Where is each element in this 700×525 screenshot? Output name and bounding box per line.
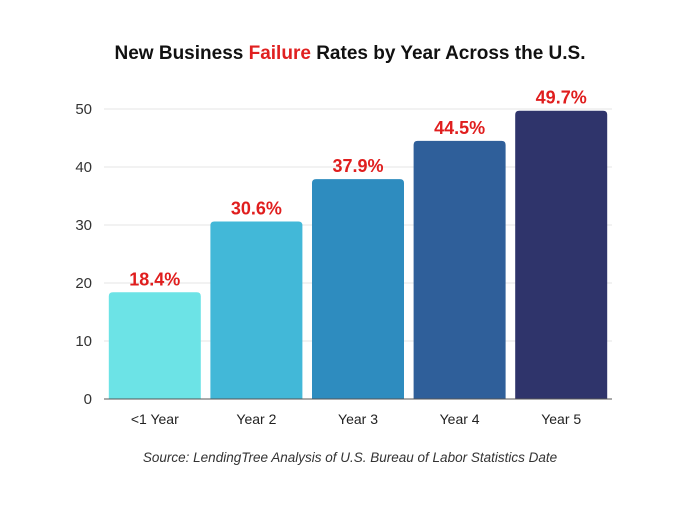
- x-tick-label: Year 4: [440, 411, 480, 427]
- y-tick-label: 20: [75, 275, 92, 292]
- y-tick-label: 30: [75, 217, 92, 234]
- y-tick-label: 40: [75, 159, 92, 176]
- x-tick-label: Year 3: [338, 411, 378, 427]
- x-tick-label: Year 2: [236, 411, 276, 427]
- bar: [210, 221, 303, 399]
- chart-title: New Business Failure Rates by Year Acros…: [115, 43, 586, 64]
- source-note: Source: LendingTree Analysis of U.S. Bur…: [143, 450, 557, 465]
- bar: [515, 110, 608, 400]
- x-tick-label: Year 5: [541, 411, 581, 427]
- y-tick-label: 50: [75, 101, 92, 118]
- data-label: 37.9%: [332, 156, 383, 176]
- data-label: 49.7%: [536, 88, 587, 108]
- data-label: 18.4%: [129, 269, 180, 289]
- bar: [108, 292, 201, 399]
- data-label: 30.6%: [231, 199, 282, 219]
- bar: [413, 140, 506, 399]
- x-tick-label: <1 Year: [131, 411, 179, 427]
- bar: [312, 179, 404, 399]
- y-tick-label: 10: [75, 333, 92, 350]
- y-tick-label: 0: [84, 391, 92, 408]
- data-label: 44.5%: [434, 118, 485, 138]
